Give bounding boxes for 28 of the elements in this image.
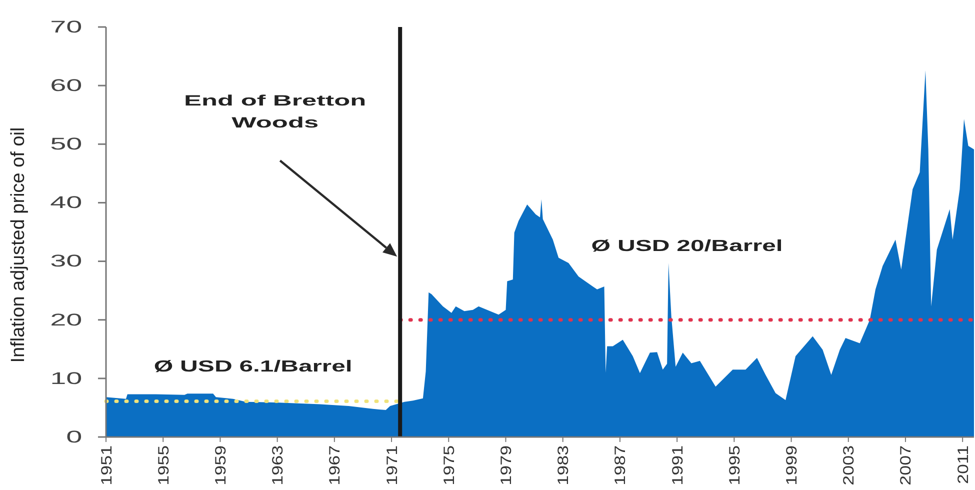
y-tick-label: 40 bbox=[50, 194, 82, 212]
y-tick-label: 60 bbox=[50, 76, 82, 96]
x-tick-label: 1979 bbox=[497, 445, 515, 486]
annotation: Ø USD 20/Barrel bbox=[591, 237, 783, 255]
x-tick-label: 1955 bbox=[154, 445, 172, 486]
x-tick-label: 1975 bbox=[440, 445, 458, 486]
x-tick-label: 2011 bbox=[954, 445, 972, 484]
x-tick-label: 1983 bbox=[554, 445, 572, 486]
x-tick-label: 2007 bbox=[897, 445, 914, 486]
x-tick-label: 1987 bbox=[612, 445, 629, 486]
x-tick-label: 1991 bbox=[668, 445, 686, 486]
y-tick-label: 20 bbox=[50, 310, 82, 330]
y-axis-title: Inflation adjusted price of oil bbox=[8, 127, 29, 363]
x-tick-label: 1999 bbox=[782, 445, 800, 486]
y-tick-label: 10 bbox=[50, 370, 82, 388]
y-tick-label: 50 bbox=[50, 135, 82, 154]
x-tick-label: 1971 bbox=[383, 445, 400, 486]
x-tick-label: 1967 bbox=[326, 445, 344, 486]
ref-line-label: End of Bretton Woods bbox=[184, 92, 366, 132]
y-tick-label: 30 bbox=[50, 252, 82, 272]
x-tick-label: 1995 bbox=[726, 445, 744, 486]
x-tick-label: 1951 bbox=[98, 445, 115, 486]
x-tick-label: 1963 bbox=[268, 445, 286, 486]
annotation: Ø USD 6.1/Barrel bbox=[154, 357, 352, 376]
y-tick-label: 0 bbox=[66, 428, 82, 447]
y-tick-label: 70 bbox=[50, 18, 82, 37]
x-tick-label: 2003 bbox=[840, 445, 858, 486]
x-tick-label: 1959 bbox=[212, 445, 230, 486]
